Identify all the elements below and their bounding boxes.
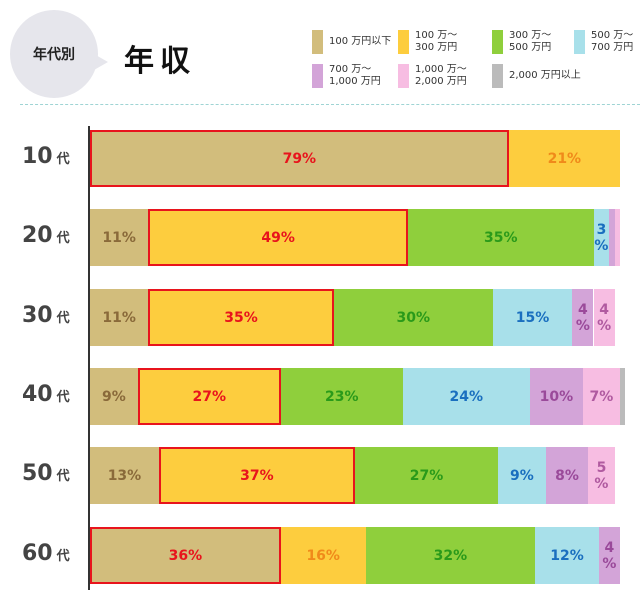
legend-item: 500 万～ 700 万円 xyxy=(574,30,633,54)
bar-segment xyxy=(614,209,620,266)
row-label-age: 50 xyxy=(22,461,53,486)
bar-segment: 4 % xyxy=(593,289,615,346)
bar-segment: 37% xyxy=(158,447,355,504)
bar-segment: 16% xyxy=(280,527,366,584)
bar-segment: 36% xyxy=(90,527,281,584)
bar-segment: 24% xyxy=(402,368,530,425)
legend-item: 300 万～ 500 万円 xyxy=(492,30,551,54)
bar-segment: 21% xyxy=(508,130,620,187)
bar-segment: 79% xyxy=(90,130,509,187)
legend-label: 500 万～ 700 万円 xyxy=(591,30,634,53)
bar-segment: 11% xyxy=(90,209,149,266)
page-title: 年収 xyxy=(124,44,196,79)
bar-segment: 30% xyxy=(333,289,493,346)
bar-segment: 10% xyxy=(529,368,583,425)
bar-segment: 11% xyxy=(90,289,149,346)
legend-item: 100 万～ 300 万円 xyxy=(398,30,457,54)
row-label-age: 10 xyxy=(22,144,53,169)
row-label: 20 代 xyxy=(22,223,82,248)
bar-segment: 35% xyxy=(408,209,594,266)
bar-segment: 27% xyxy=(137,368,281,425)
bar-segment: 13% xyxy=(90,447,159,504)
bar-segment xyxy=(609,209,615,266)
bar-segment: 27% xyxy=(355,447,499,504)
bar-segment xyxy=(620,368,626,425)
row-label-suffix: 代 xyxy=(56,469,70,484)
row-label: 30 代 xyxy=(22,303,82,328)
row-label-age: 60 xyxy=(22,541,53,566)
legend-item: 100 万円以下 xyxy=(312,30,391,54)
row-label-suffix: 代 xyxy=(56,152,70,167)
legend-label: 1,000 万～ 2,000 万円 xyxy=(415,64,467,87)
legend-swatch xyxy=(398,64,409,88)
legend-label: 100 万円以下 xyxy=(329,36,392,47)
bar-segment: 32% xyxy=(365,527,536,584)
row-label-suffix: 代 xyxy=(56,390,70,405)
section-badge: 年代別 xyxy=(10,10,108,98)
legend-swatch xyxy=(398,30,409,54)
bar-segment: 8% xyxy=(545,447,589,504)
bar-segment: 9% xyxy=(90,368,138,425)
bar-segment: 49% xyxy=(148,209,408,266)
bar-segment: 7% xyxy=(582,368,620,425)
row-label: 10 代 xyxy=(22,144,82,169)
legend-item: 1,000 万～ 2,000 万円 xyxy=(398,64,467,88)
row-label-age: 20 xyxy=(22,223,53,248)
legend-swatch xyxy=(492,30,503,54)
legend-swatch xyxy=(312,64,323,88)
legend-item: 700 万～ 1,000 万円 xyxy=(312,64,381,88)
row-label-suffix: 代 xyxy=(56,231,70,246)
bar-segment: 4 % xyxy=(598,527,620,584)
legend-label: 2,000 万円以上 xyxy=(509,70,581,81)
legend-label: 700 万～ 1,000 万円 xyxy=(329,64,381,87)
y-axis-line xyxy=(88,126,90,590)
bar-segment: 3 % xyxy=(593,209,610,266)
legend-label: 100 万～ 300 万円 xyxy=(415,30,458,53)
row-label-suffix: 代 xyxy=(56,549,70,564)
bar-segment: 23% xyxy=(280,368,403,425)
bar-segment: 9% xyxy=(498,447,546,504)
bar-segment: 4 % xyxy=(572,289,594,346)
legend-label: 300 万～ 500 万円 xyxy=(509,30,552,53)
row-label: 60 代 xyxy=(22,541,82,566)
legend-swatch xyxy=(574,30,585,54)
legend-swatch xyxy=(312,30,323,54)
bar-segment: 35% xyxy=(148,289,334,346)
divider xyxy=(20,104,640,105)
row-label: 50 代 xyxy=(22,461,82,486)
legend-swatch xyxy=(492,64,503,88)
row-label-suffix: 代 xyxy=(56,311,70,326)
bar-segment: 15% xyxy=(492,289,573,346)
row-label-age: 40 xyxy=(22,382,53,407)
bar-segment: 12% xyxy=(535,527,599,584)
row-label: 40 代 xyxy=(22,382,82,407)
legend-item: 2,000 万円以上 xyxy=(492,64,581,88)
bar-segment: 5 % xyxy=(588,447,615,504)
row-label-age: 30 xyxy=(22,303,53,328)
